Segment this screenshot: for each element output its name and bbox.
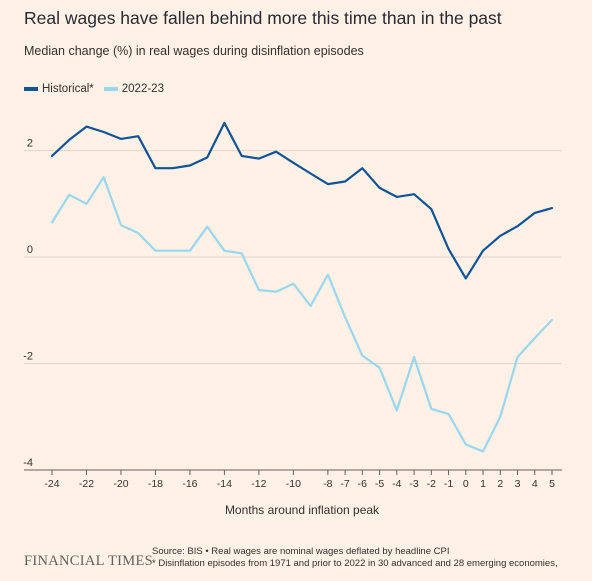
series-line-2022-23 (50, 176, 554, 453)
series-lines (50, 121, 554, 453)
x-tick-label: -16 (182, 478, 197, 490)
x-axis-ticks: -24 -22 -20 -18 -16 -14 -12 -10 -8 -7 -6 -5 -4 -3 -2 -1… (44, 470, 555, 490)
x-tick-label: 3 (515, 478, 521, 490)
legend-label-historical: Historical* (42, 83, 94, 95)
x-tick-label: -22 (79, 478, 94, 490)
y-tick-label: 2 (27, 138, 33, 150)
x-tick-label: -5 (375, 478, 384, 490)
x-tick-label: -14 (217, 478, 232, 490)
x-tick-label: -20 (113, 478, 128, 490)
legend-item-historical: Historical* (24, 83, 94, 95)
source-note: Source: BIS • Real wages are nominal wag… (152, 546, 450, 557)
legend-label-2022-23: 2022-23 (121, 83, 164, 95)
y-tick-label: -4 (23, 457, 33, 469)
x-tick-label: -3 (409, 478, 418, 490)
x-tick-label: 2 (497, 478, 503, 490)
x-tick-label: -12 (251, 478, 266, 490)
x-tick-label: -18 (148, 478, 163, 490)
chart-subtitle: Median change (%) in real wages during d… (24, 44, 364, 58)
legend-swatch-2022-23 (103, 87, 118, 91)
x-tick-label: 1 (480, 478, 486, 490)
x-tick-label: -24 (44, 478, 59, 490)
x-axis-label: Months around inflation peak (225, 503, 380, 517)
x-tick-label: -6 (358, 478, 367, 490)
y-axis-ticks: 2 0 -2 -4 (23, 138, 33, 469)
x-tick-label: -8 (323, 478, 332, 490)
x-tick-label: 4 (532, 478, 538, 490)
x-tick-label: -2 (427, 478, 436, 490)
footer-notes: Source: BIS • Real wages are nominal wag… (152, 546, 558, 570)
x-tick-label: -1 (444, 478, 453, 490)
x-tick-label: -7 (340, 478, 349, 490)
x-tick-label: -10 (286, 478, 301, 490)
series-line-historical (50, 121, 554, 280)
legend-swatch-historical (24, 87, 38, 91)
chart-legend: Historical* 2022-23 (24, 83, 174, 95)
x-tick-label: -4 (392, 478, 401, 490)
legend-item-2022-23: 2022-23 (103, 83, 164, 95)
y-tick-label: 0 (27, 244, 33, 256)
footnote: * Disinflation episodes from 1971 and pr… (152, 558, 558, 569)
ft-logo: FINANCIAL TIMES (24, 553, 153, 569)
y-tick-label: -2 (23, 351, 33, 363)
chart-title: Real wages have fallen behind more this … (24, 8, 502, 28)
x-tick-label: 0 (463, 478, 469, 490)
x-tick-label: 5 (549, 478, 555, 490)
gridlines (24, 150, 562, 471)
